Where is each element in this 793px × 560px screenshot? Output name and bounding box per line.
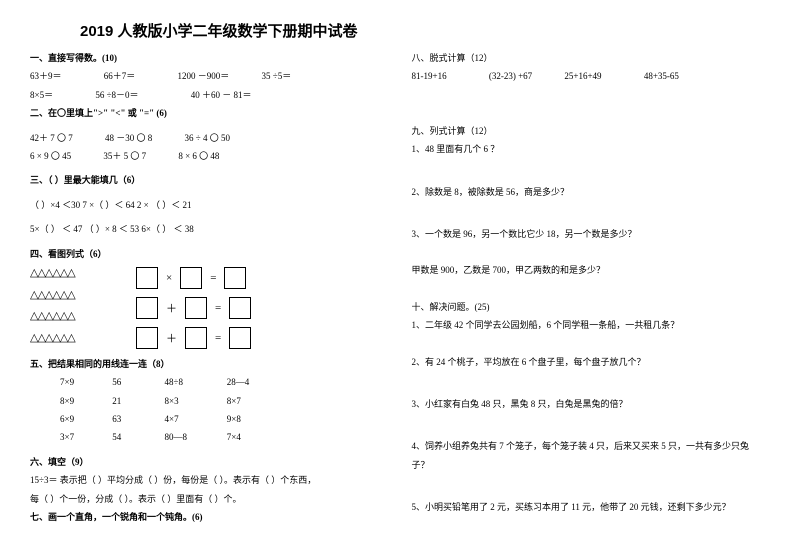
- eqn-row-3: ＋ =: [130, 327, 382, 349]
- s8d: 48+35-65: [644, 71, 679, 81]
- eq-op: =: [210, 272, 216, 284]
- blank-box: [136, 267, 158, 289]
- s5r1b: 21: [112, 394, 162, 408]
- s1r2a: 8×5＝: [30, 90, 53, 100]
- section-9-header: 九、列式计算（12）: [412, 124, 764, 138]
- right-column: 八、脱式计算（12） 81-19+16 (32-23) +67 25+16+49…: [412, 51, 764, 528]
- s9-q4: 甲数是 900，乙数是 700，甲乙两数的和是多少？: [412, 263, 764, 277]
- s2r2b: 35＋ 5 〇 7: [103, 151, 146, 161]
- s2r2a: 6 × 9 〇 45: [30, 151, 71, 161]
- s5r2c: 4×7: [165, 412, 225, 426]
- triangle-row-2: △△△△△△: [30, 287, 120, 305]
- section-6-header: 六、填空（9）: [30, 455, 382, 469]
- blank-box: [136, 297, 158, 319]
- s5r1c: 8×3: [165, 394, 225, 408]
- eq-op: =: [215, 302, 221, 314]
- columns: 一、直接写得数。(10) 63＋9＝ 66＋7＝ 1200 －900＝ 35 ÷…: [30, 51, 763, 528]
- s10-q4b: 子？: [412, 458, 764, 472]
- s2-row1: 42＋ 7 〇 7 48 －30 〇 8 36 ÷ 4 〇 50: [30, 131, 382, 145]
- blank-box: [224, 267, 246, 289]
- s5-row-2: 6×9 63 4×7 9×8: [60, 412, 382, 426]
- triangle-row-1: △△△△△△: [30, 265, 120, 283]
- s5r3c: 80—8: [165, 430, 225, 444]
- s5-row-3: 3×7 54 80—8 7×4: [60, 430, 382, 444]
- s3-row2: 5×（ ） ＜ 47 （ ）× 8 ＜ 53 6×（ ） ＜ 38: [30, 222, 382, 236]
- s10-q2: 2、有 24 个桃子，平均放在 6 个盘子里，每个盘子放几个？: [412, 355, 764, 369]
- eqn-row-2: ＋ =: [130, 297, 382, 319]
- blank-box: [180, 267, 202, 289]
- s8c: 25+16+49: [564, 71, 601, 81]
- s10-q5: 5、小明买铅笔用了 2 元，买练习本用了 11 元，他带了 20 元钱，还剩下多…: [412, 500, 764, 514]
- s5r1d: 8×7: [227, 396, 241, 406]
- s5r3a: 3×7: [60, 430, 110, 444]
- mul-op: ×: [166, 272, 172, 284]
- section-5-header: 五、把结果相同的用线连一连（8）: [30, 357, 382, 371]
- section-2-header: 二、在〇里填上">" "<" 或 "=" (6): [30, 106, 382, 120]
- s10-q1: 1、二年级 42 个同学去公园划船，6 个同学租一条船，一共租几条？: [412, 318, 764, 332]
- s1r1a: 63＋9＝: [30, 71, 62, 81]
- eq-op: =: [215, 332, 221, 344]
- s2r1b: 48 －30 〇 8: [105, 133, 152, 143]
- s5-row-0: 7×9 56 48÷8 28—4: [60, 375, 382, 389]
- eqn-row-1: × =: [130, 267, 382, 289]
- page-title: 2019 人教版小学二年级数学下册期中试卷: [80, 20, 763, 41]
- s8-row: 81-19+16 (32-23) +67 25+16+49 48+35-65: [412, 69, 764, 83]
- s9-q2: 2、除数是 8，被除数是 56，商是多少？: [412, 185, 764, 199]
- s1r2c: 40 ＋60 － 81＝: [191, 90, 252, 100]
- blank-box: [185, 327, 207, 349]
- s1r1b: 66＋7＝: [104, 71, 136, 81]
- s1r1c: 1200 －900＝: [178, 71, 230, 81]
- add-op: ＋: [166, 330, 177, 346]
- section-1-header: 一、直接写得数。(10): [30, 51, 382, 65]
- s5r0c: 48÷8: [165, 375, 225, 389]
- s5r3b: 54: [112, 430, 162, 444]
- section-10-header: 十、解决问题。(25): [412, 300, 764, 314]
- blank-box: [229, 327, 251, 349]
- s2-row2: 6 × 9 〇 45 35＋ 5 〇 7 8 × 6 〇 48: [30, 149, 382, 163]
- triangle-row-4: △△△△△△: [30, 330, 120, 348]
- s5-row-1: 8×9 21 8×3 8×7: [60, 394, 382, 408]
- blank-box: [229, 297, 251, 319]
- s5r2a: 6×9: [60, 412, 110, 426]
- s2r1c: 36 ÷ 4 〇 50: [185, 133, 230, 143]
- s5r0d: 28—4: [227, 377, 250, 387]
- s8b: (32-23) +67: [489, 71, 532, 81]
- s8a: 81-19+16: [412, 71, 447, 81]
- section-4-header: 四、看图列式（6）: [30, 247, 382, 261]
- triangle-row-3: △△△△△△: [30, 308, 120, 326]
- section-7-header: 七、画一个直角，一个锐角和一个钝角。(6): [30, 510, 382, 524]
- s2r2c: 8 × 6 〇 48: [178, 151, 219, 161]
- s5r0b: 56: [112, 375, 162, 389]
- s5r0a: 7×9: [60, 375, 110, 389]
- s1r2b: 56 ÷8－0＝: [95, 90, 138, 100]
- s6-line2: 每（ ）个一份，分成（ ）。表示（ ）里面有（ ）个。: [30, 492, 382, 506]
- s1-row2: 8×5＝ 56 ÷8－0＝ 40 ＋60 － 81＝: [30, 88, 382, 102]
- s1-row1: 63＋9＝ 66＋7＝ 1200 －900＝ 35 ÷5＝: [30, 69, 382, 83]
- section-8-header: 八、脱式计算（12）: [412, 51, 764, 65]
- blank-box: [185, 297, 207, 319]
- s5r2d: 9×8: [227, 414, 241, 424]
- s9-q3: 3、一个数是 96，另一个数比它少 18，另一个数是多少？: [412, 227, 764, 241]
- s5r2b: 63: [112, 412, 162, 426]
- s10-q3: 3、小红家有白兔 48 只，黑兔 8 只，白兔是黑兔的倍？: [412, 397, 764, 411]
- left-column: 一、直接写得数。(10) 63＋9＝ 66＋7＝ 1200 －900＝ 35 ÷…: [30, 51, 382, 528]
- s3-row1: （ ）×4 ＜30 7 ×（ ）＜ 64 2 × （ ）＜ 21: [30, 198, 382, 212]
- s2r1a: 42＋ 7 〇 7: [30, 133, 73, 143]
- s6-line1: 15÷3＝ 表示把（ ）平均分成（ ）份，每份是（ ）。表示有（ ）个东西，: [30, 473, 382, 487]
- add-op: ＋: [166, 300, 177, 316]
- s5r1a: 8×9: [60, 394, 110, 408]
- blank-box: [136, 327, 158, 349]
- s10-q4a: 4、饲养小组养兔共有 7 个笼子，每个笼子装 4 只，后来又买来 5 只，一共有…: [412, 439, 764, 453]
- s9-q1: 1、48 里面有几个 6 ？: [412, 142, 764, 156]
- section-3-header: 三、（ ）里最大能填几（6）: [30, 173, 382, 187]
- s1r1d: 35 ÷5＝: [262, 71, 292, 81]
- s5r3d: 7×4: [227, 432, 241, 442]
